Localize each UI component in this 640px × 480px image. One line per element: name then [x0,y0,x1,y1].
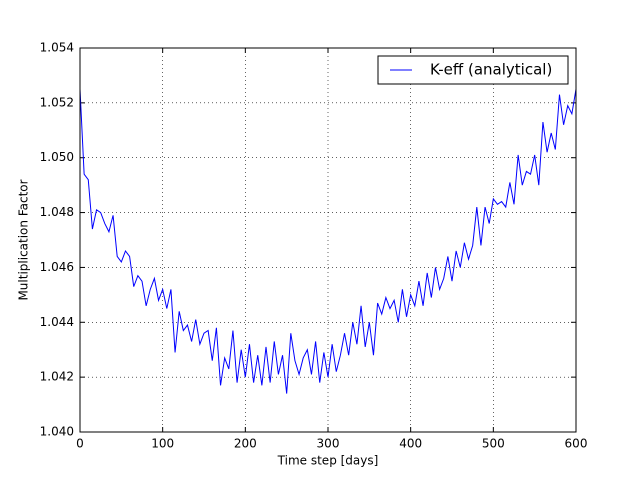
x-tick-label: 500 [482,437,505,451]
y-tick-label: 1.046 [40,260,74,274]
x-tick-label: 600 [565,437,588,451]
y-tick-label: 1.050 [40,150,74,164]
x-axis-label: Time step [days] [277,454,379,468]
y-tick-label: 1.054 [40,41,74,55]
x-tick-label: 100 [151,437,174,451]
y-tick-label: 1.052 [40,95,74,109]
plot-frame [79,47,577,433]
x-tick-label: 0 [76,437,84,451]
x-tick-label: 200 [234,437,257,451]
x-tick-label: 300 [317,437,340,451]
x-tick-label: 400 [399,437,422,451]
legend-label: K-eff (analytical) [430,61,552,79]
y-tick-label: 1.042 [40,370,74,384]
y-tick-label: 1.040 [40,425,74,439]
y-axis-label: Multiplication Factor [17,179,31,300]
y-tick-label: 1.044 [40,315,74,329]
data-line [79,89,577,394]
y-tick-label: 1.048 [40,205,74,219]
